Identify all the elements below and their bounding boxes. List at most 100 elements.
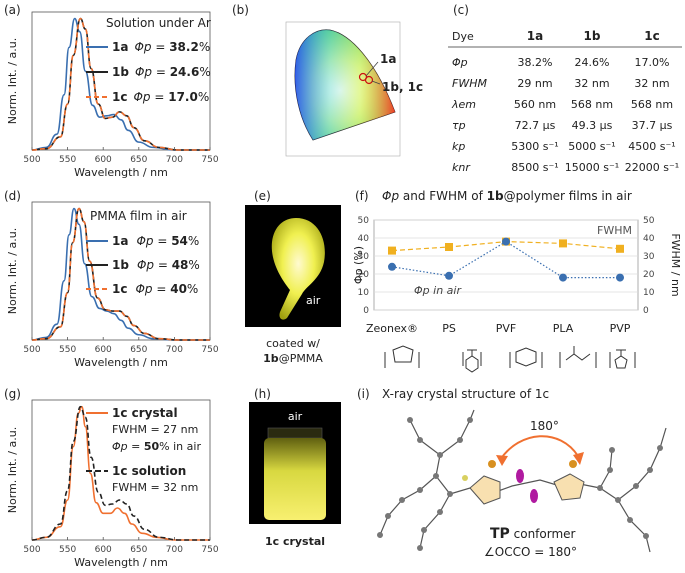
marker-fwhm <box>388 246 396 255</box>
cie-hue-overlay <box>294 29 395 140</box>
category-label-f: PLA <box>553 322 574 335</box>
legend-g-eq: = <box>128 440 144 453</box>
conformer-label: TP conformer <box>490 526 576 542</box>
category-label-f: PS <box>442 322 456 335</box>
glowing-flask <box>271 218 325 320</box>
x-tick-label-d: 650 <box>130 345 147 355</box>
marker-phi <box>502 237 510 246</box>
x-axis-label-d: Wavelength / nm <box>74 356 168 369</box>
x-tick-label-g: 700 <box>166 545 183 555</box>
table-cell: 8500 s⁻¹ <box>511 161 558 174</box>
legend-phi-1b: Φp <box>135 65 152 79</box>
dihedral-label: ∠OCCO = 180° <box>484 545 577 559</box>
chart-title-a: Solution under Ar <box>106 16 211 30</box>
legend-d-eq-1c: = <box>153 282 171 296</box>
category-label-f: PVF <box>496 322 517 335</box>
legend-phi-1c: Φp <box>133 90 150 104</box>
photo-e-air-label: air <box>306 294 321 307</box>
legend-d-phi-1b: Φp <box>137 258 154 272</box>
legend-entry-1c: 1c Φp = 17.0% <box>112 90 209 104</box>
structure-title: X-ray crystal structure of 1c <box>382 387 549 401</box>
panel-label-b: (b) <box>232 3 249 17</box>
y-axis-label-d: Norm. Int. / a.u. <box>6 228 19 314</box>
x-tick-label-g: 600 <box>95 545 112 555</box>
y-axis-label-f-right: FWHM / nm <box>669 233 682 296</box>
y-tick-label-f-left: 10 <box>358 288 370 298</box>
plot-frame-d <box>31 201 211 341</box>
table-cell: 72.7 μs <box>515 119 556 132</box>
silicon-atom <box>462 475 468 481</box>
legend-d: 1a Φp = 54% 1b Φp = 48% 1c Φp = 40% <box>86 234 200 296</box>
chart-title-d: PMMA film in air <box>90 209 187 223</box>
title-f-dye: 1b <box>487 189 504 203</box>
table-row-label: kp <box>452 140 465 153</box>
legend-d-dye-1b: 1b <box>112 258 129 272</box>
panel-d: (d) PMMA film in air 1a Φp = 54% 1b Φp = 4… <box>4 189 219 369</box>
legend-solution-text: 1c solution <box>112 464 186 478</box>
legend-val-1c: 17.0 <box>168 90 198 104</box>
x-tick-label-a: 550 <box>59 155 76 165</box>
cie-leader-1a <box>365 61 379 77</box>
legend-dye-1c: 1c <box>112 90 127 104</box>
y-tick-label-f-right: 20 <box>643 270 655 280</box>
table-cell: 568 nm <box>571 98 613 111</box>
legend-eq-1b: = <box>152 65 170 79</box>
panel-label-c: (c) <box>453 3 469 17</box>
panel-label-f: (f) <box>355 189 369 203</box>
caption-e-matrix: @PMMA <box>279 352 324 365</box>
legend-entry-1a: 1a Φp = 38.2% <box>112 40 210 54</box>
x-tick-label-a: 750 <box>201 155 218 165</box>
ps-structure <box>462 349 482 373</box>
series-line-g-1 <box>31 405 210 541</box>
panel-a: (a) Solution under Ar 1a Φp = 38.2% 1b Φp … <box>4 3 219 179</box>
panel-i: (i) X-ray crystal structure of 1c 180° T… <box>357 387 667 559</box>
table-cell: 15000 s⁻¹ <box>565 161 619 174</box>
marker-fwhm <box>616 244 624 253</box>
pvp-structure <box>609 349 636 369</box>
legend-d-val-1b: 48 <box>172 258 189 272</box>
table-header-dye: Dye <box>452 30 474 43</box>
legend-d-eq-1a: = <box>154 234 172 248</box>
table-header-1c: 1c <box>644 29 659 43</box>
series-line-a-2 <box>31 17 210 151</box>
vial-body <box>264 438 326 520</box>
legend-crystal-text: 1c crystal <box>112 406 178 420</box>
table-cell: 32 nm <box>634 77 669 90</box>
y-tick-label-f-right: 50 <box>643 216 655 226</box>
y-tick-label-f-left: 20 <box>358 270 370 280</box>
legend-eq-1a: = <box>152 40 170 54</box>
series-line-a-0 <box>31 17 210 151</box>
panel-b: (b) 1a 1b, 1c <box>232 3 423 157</box>
conformer-tp: TP <box>490 526 510 542</box>
marker-phi <box>388 262 396 271</box>
title-f-phi: Φp <box>382 189 399 203</box>
rotation-angle-label: 180° <box>530 419 559 433</box>
table-cell: 49.3 μs <box>572 119 613 132</box>
x-tick-label-d: 750 <box>201 345 218 355</box>
table-cell: 5000 s⁻¹ <box>568 140 615 153</box>
x-tick-label-a: 650 <box>130 155 147 165</box>
x-tick-label-g: 500 <box>23 545 40 555</box>
thiophene-ring-left <box>469 475 501 505</box>
rotation-arrow <box>499 435 579 461</box>
y-tick-label-f-right: 0 <box>643 306 649 316</box>
sulfur-atom-2 <box>569 460 577 468</box>
caption-e-dye: 1b <box>263 352 279 365</box>
marker-phi <box>559 273 567 282</box>
caption-h: 1c crystal <box>265 535 325 548</box>
caption-e-line2: 1b@PMMA <box>263 352 323 365</box>
y-axis-label-a: Norm. Int. / a.u. <box>6 38 19 124</box>
series-line-g-0 <box>31 405 210 541</box>
x-tick-label-d: 550 <box>59 345 76 355</box>
table-cell: 29 nm <box>517 77 552 90</box>
legend-entry-d-1a: 1a Φp = 54% <box>112 234 199 248</box>
table-cell: 32 nm <box>574 77 609 90</box>
legend-d-eq-1b: = <box>154 258 172 272</box>
sulfur-atom-1 <box>488 460 496 468</box>
legend-a: 1a Φp = 38.2% 1b Φp = 24.6% 1c Φp = 17.0% <box>86 40 211 104</box>
panel-g: (g) 1c crystal FWHM = 27 nm Φp = 50% in … <box>4 387 219 569</box>
y-axis-label-f-left: Φp (%) <box>352 246 365 284</box>
table-row-label: FWHM <box>452 77 487 90</box>
panel-h: (h) air 1c crystal <box>249 387 341 548</box>
legend-phi-1a: Φp <box>134 40 151 54</box>
